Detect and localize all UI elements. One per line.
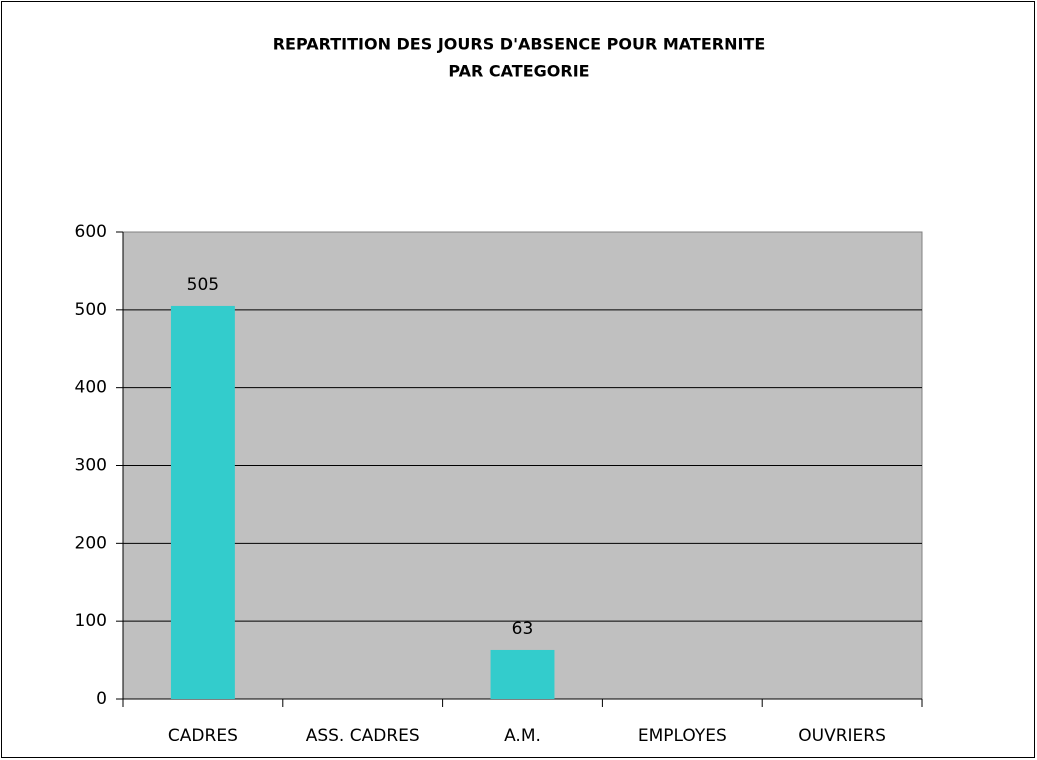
chart-title: REPARTITION DES JOURS D'ABSENCE POUR MAT… [273,35,766,54]
x-tick-label: A.M. [504,726,541,746]
x-tick-label: ASS. CADRES [306,726,420,746]
chart-title: PAR CATEGORIE [448,62,589,81]
x-tick-label: OUVRIERS [798,726,886,746]
y-tick-label: 0 [96,689,107,709]
y-tick-label: 100 [75,611,107,631]
bar [490,649,555,699]
data-label: 505 [187,275,219,295]
y-tick-label: 500 [75,300,107,320]
x-tick-label: EMPLOYES [638,726,727,746]
data-label: 63 [512,619,534,639]
y-tick-label: 300 [75,456,107,476]
bar [170,305,235,699]
y-tick-label: 400 [75,378,107,398]
y-tick-label: 600 [75,222,107,242]
y-tick-label: 200 [75,533,107,553]
x-tick-label: CADRES [168,726,238,746]
